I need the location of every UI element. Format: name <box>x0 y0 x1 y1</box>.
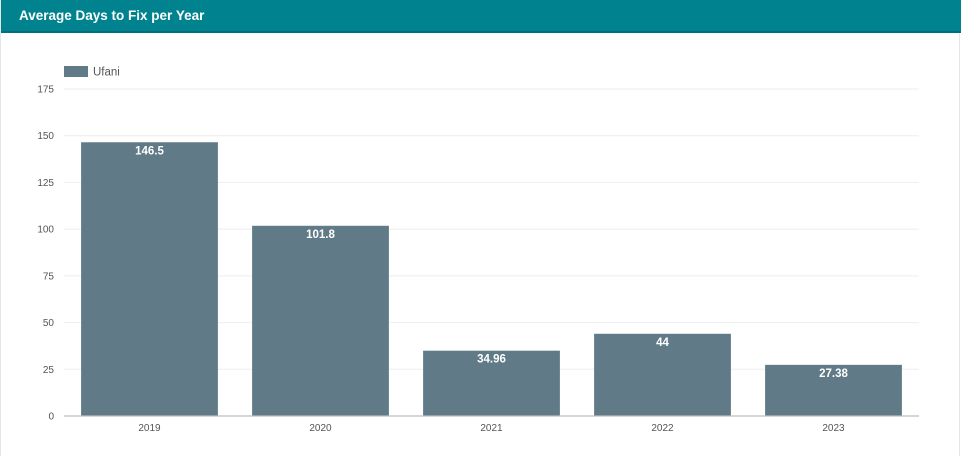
bar <box>81 142 218 417</box>
x-tick-label: 2022 <box>651 423 674 434</box>
y-tick-label: 75 <box>43 271 55 282</box>
x-tick-label: 2020 <box>309 423 332 434</box>
x-tick-label: 2021 <box>480 423 503 434</box>
bar-value-label: 101.8 <box>306 229 335 241</box>
y-tick-label: 100 <box>37 225 54 236</box>
y-tick-label: 25 <box>43 365 55 376</box>
y-tick-label: 0 <box>48 412 54 423</box>
legend[interactable]: Ufani <box>64 66 120 79</box>
bar-value-label: 34.96 <box>477 354 506 366</box>
legend-swatch <box>64 66 88 77</box>
y-tick-label: 125 <box>37 178 54 189</box>
x-tick-label: 2023 <box>822 423 845 434</box>
bar-value-label: 146.5 <box>135 145 164 157</box>
bar-value-label: 44 <box>656 337 669 349</box>
bar <box>252 225 389 416</box>
bar <box>765 364 902 416</box>
y-tick-label: 175 <box>37 85 54 96</box>
bar <box>594 333 731 416</box>
bar-value-labels: 146.5 101.8 34.96 44 27.38 <box>135 145 848 380</box>
panel-header: Average Days to Fix per Year <box>1 0 961 33</box>
y-tick-label: 150 <box>37 131 54 142</box>
y-axis-ticks: 0 25 50 75 100 125 150 175 <box>37 85 54 423</box>
legend-label: Ufani <box>93 67 120 79</box>
bar-value-label: 27.38 <box>819 368 848 380</box>
x-tick-label: 2019 <box>138 423 161 434</box>
y-tick-label: 50 <box>43 318 55 329</box>
panel-title: Average Days to Fix per Year <box>19 8 205 23</box>
bars <box>81 142 902 417</box>
bar <box>423 350 560 416</box>
x-axis: 2019 2020 2021 2022 2023 <box>64 415 919 434</box>
